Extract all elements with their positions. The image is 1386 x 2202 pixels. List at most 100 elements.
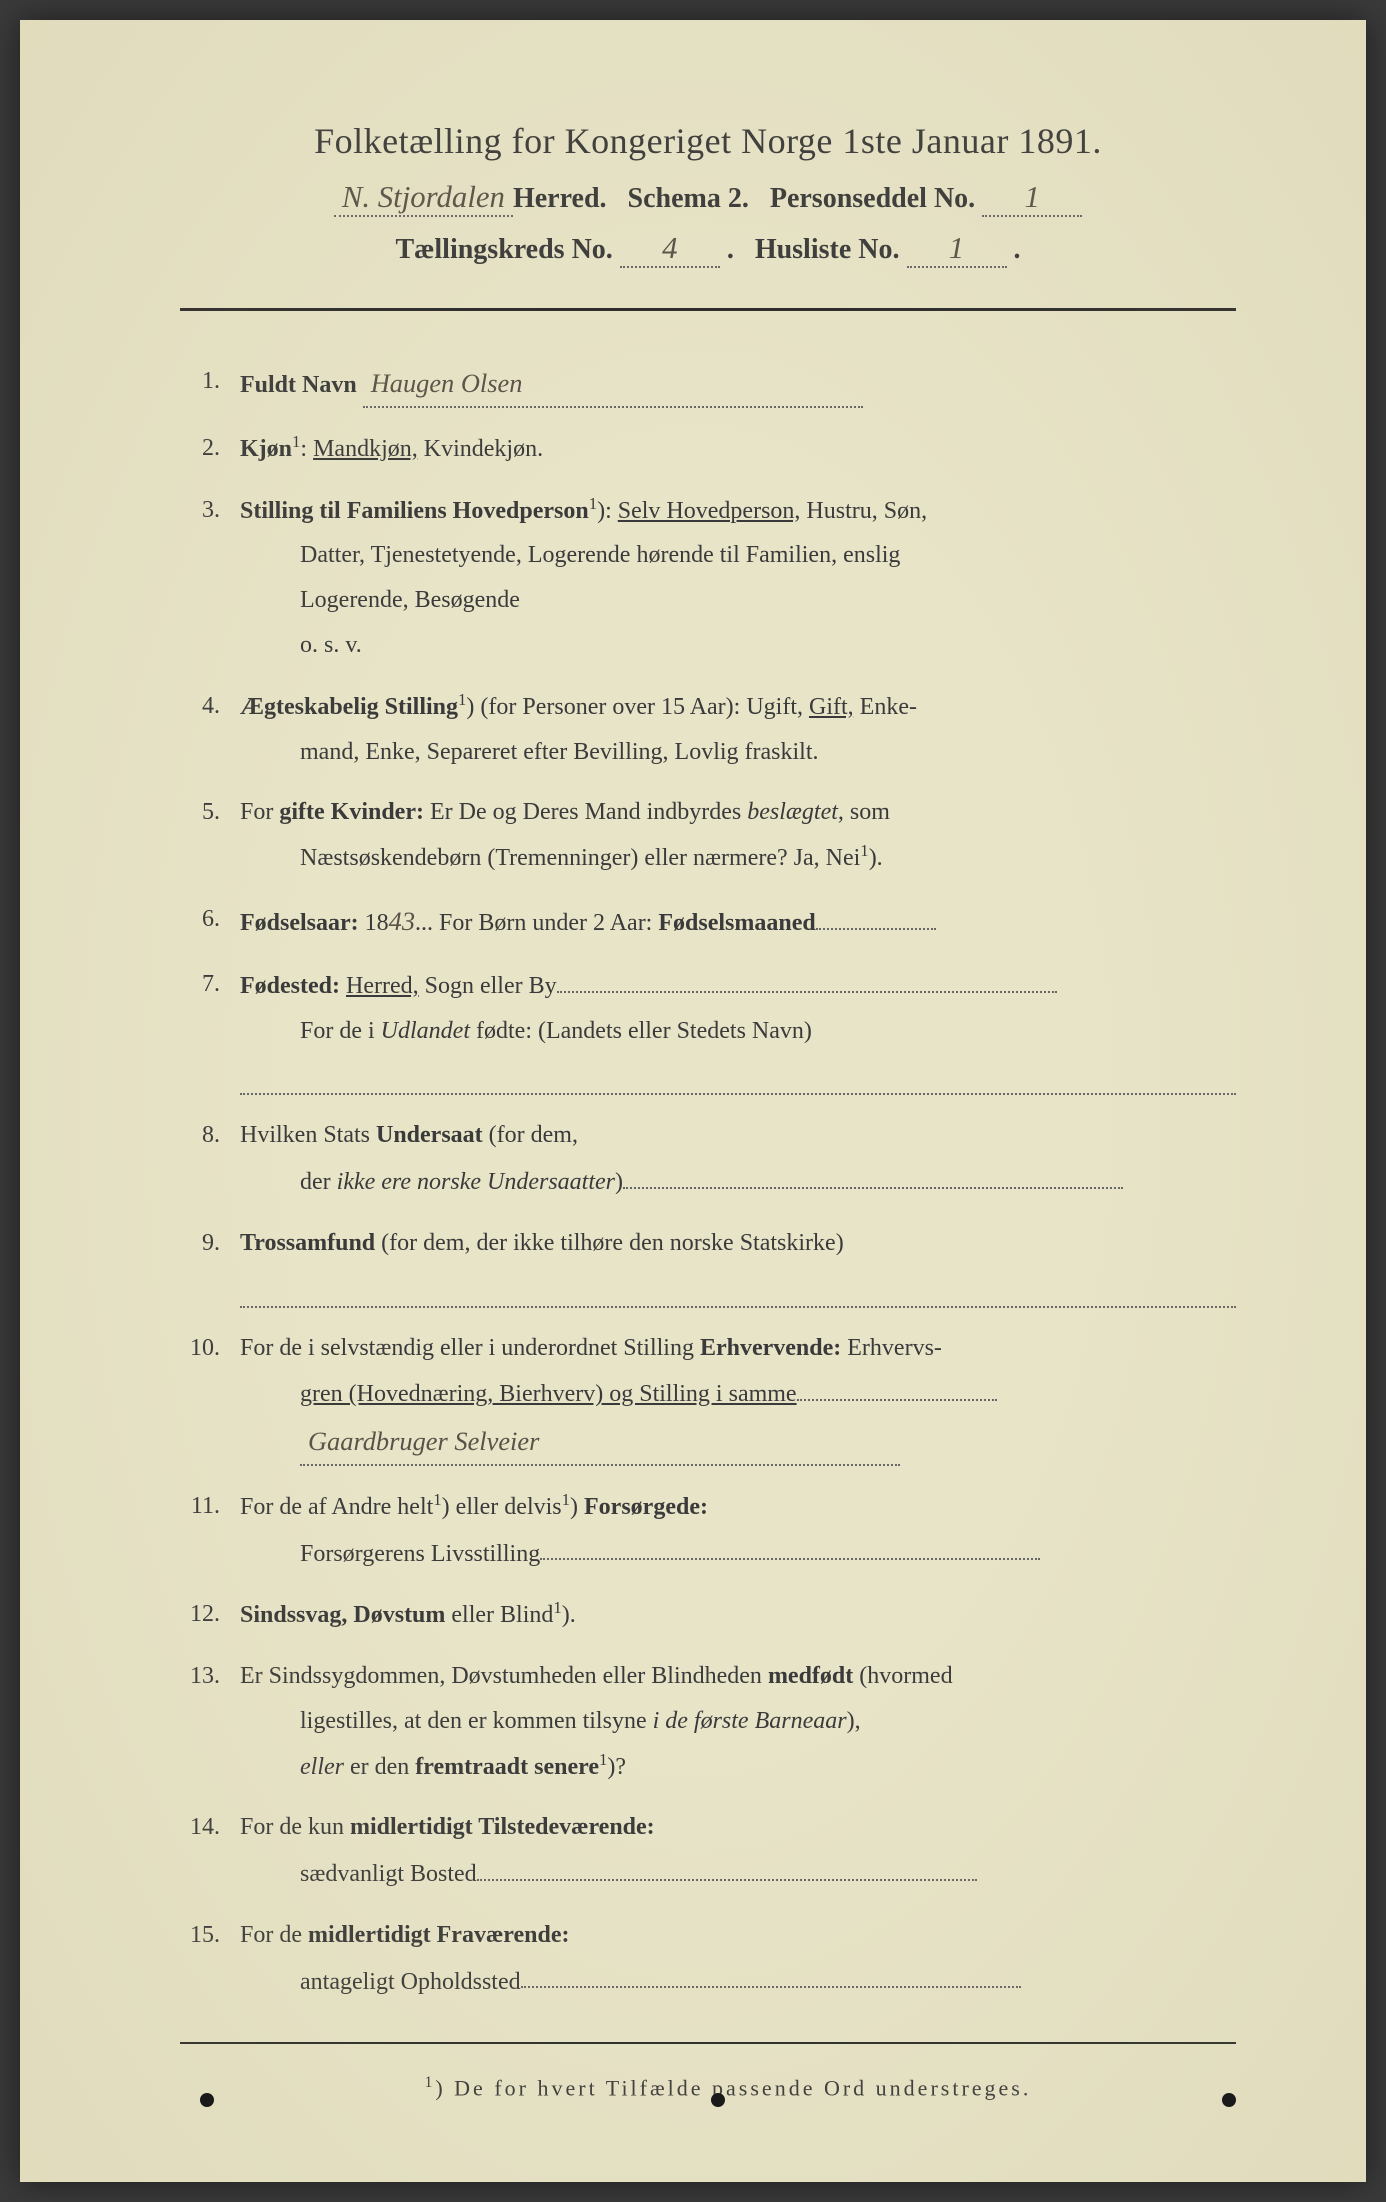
item-text: )? — [607, 1754, 626, 1780]
dotted-field — [557, 964, 1057, 993]
item-label: midlertidigt Tilstedeværende: — [350, 1814, 655, 1840]
form-title: Folketælling for Kongeriget Norge 1ste J… — [180, 120, 1236, 162]
item-text: ligestilles, at den er kommen tilsyne — [300, 1708, 653, 1734]
item-indent: Logerende, Besøgende — [240, 580, 1236, 621]
form-item-3: 3. Stilling til Familiens Hovedperson1):… — [180, 490, 1236, 666]
item-indent: mand, Enke, Separeret efter Bevilling, L… — [240, 732, 1236, 773]
footnote-ref: 1 — [589, 494, 597, 513]
form-item-5: 5. For gifte Kvinder: Er De og Deres Man… — [180, 792, 1236, 879]
husliste-label: Husliste No. — [755, 234, 900, 265]
item-content: Hvilken Stats Undersaat (for dem, der ik… — [240, 1115, 1236, 1202]
item-number: 15. — [180, 1915, 240, 2002]
herred-label: Herred. — [513, 183, 607, 214]
item-text: ): — [597, 498, 618, 524]
form-item-9: 9. Trossamfund (for dem, der ikke tilhør… — [180, 1223, 1236, 1308]
item-text: For — [240, 799, 279, 825]
form-item-15: 15. For de midlertidigt Fraværende: anta… — [180, 1915, 1236, 2002]
item-text: fødte: (Landets eller Stedets Navn) — [470, 1018, 812, 1044]
form-item-14: 14. For de kun midlertidigt Tilstedevære… — [180, 1807, 1236, 1894]
dotted-field — [240, 1272, 1236, 1308]
item-label: Fødselsaar: — [240, 910, 359, 936]
form-item-1: 1. Fuldt Navn Haugen Olsen — [180, 361, 1236, 408]
item-number: 8. — [180, 1115, 240, 1202]
form-item-4: 4. Ægteskabelig Stilling1) (for Personer… — [180, 686, 1236, 773]
item-text: For de — [240, 1922, 308, 1948]
item-text: 18 — [359, 910, 389, 936]
item-text: : — [300, 436, 313, 462]
item-italic: Udlandet — [381, 1018, 470, 1044]
census-form-page: Folketælling for Kongeriget Norge 1ste J… — [20, 20, 1366, 2182]
husliste-value: 1 — [907, 231, 1007, 268]
item-italic: i de første Barneaar — [653, 1708, 847, 1734]
birthyear-handwritten: 43 — [389, 906, 415, 936]
hole-icon — [711, 2093, 725, 2107]
selected-option: Selv Hovedperson, — [618, 498, 801, 524]
item-indent: Gaardbruger Selveier — [240, 1419, 1236, 1466]
selected-option: Herred, — [346, 973, 419, 999]
item-text: antageligt Opholdssted — [300, 1968, 521, 1994]
personseddel-value: 1 — [982, 180, 1082, 217]
selected-option: Gift, — [809, 694, 854, 720]
item-indent: antageligt Opholdssted — [240, 1960, 1236, 2003]
item-number: 1. — [180, 361, 240, 408]
item-number: 7. — [180, 964, 240, 1095]
item-text: For de kun — [240, 1814, 350, 1840]
occupation-handwritten: Gaardbruger Selveier — [300, 1419, 900, 1466]
item-content: For de af Andre helt1) eller delvis1) Fo… — [240, 1486, 1236, 1574]
item-number: 3. — [180, 490, 240, 666]
item-label: Undersaat — [376, 1122, 483, 1148]
item-content: Ægteskabelig Stilling1) (for Personer ov… — [240, 686, 1236, 773]
form-item-12: 12. Sindssvag, Døvstum eller Blind1). — [180, 1594, 1236, 1636]
item-text: der — [300, 1169, 337, 1195]
item-content: Fuldt Navn Haugen Olsen — [240, 361, 1236, 408]
item-indent: Forsørgerens Livsstilling — [240, 1532, 1236, 1575]
item-text: ) — [615, 1169, 623, 1195]
item-number: 13. — [180, 1656, 240, 1787]
item-number: 9. — [180, 1223, 240, 1308]
item-label: Erhvervende: — [700, 1335, 841, 1361]
item-text: Næstsøskendebørn (Tremenninger) eller næ… — [300, 845, 860, 871]
item-text: (hvormed — [853, 1663, 952, 1689]
item-number: 12. — [180, 1594, 240, 1636]
dotted-field — [477, 1852, 977, 1881]
item-indent: For de i Udlandet fødte: (Landets eller … — [240, 1011, 1236, 1052]
footnote-ref: 1 — [562, 1490, 570, 1509]
item-text: Sogn eller By — [419, 973, 557, 999]
item-text: Enke- — [854, 694, 917, 720]
item-italic: beslægtet, — [747, 799, 844, 825]
item-number: 2. — [180, 428, 240, 470]
item-label: Fødested: — [240, 973, 340, 999]
item-content: Sindssvag, Døvstum eller Blind1). — [240, 1594, 1236, 1636]
item-label: midlertidigt Fraværende: — [308, 1922, 570, 1948]
dotted-field — [240, 1059, 1236, 1095]
item-bold: fremtraadt senere — [415, 1754, 599, 1780]
hole-icon — [200, 2093, 214, 2107]
herred-handwritten: N. Stjordalen — [334, 180, 513, 217]
item-text: Hvilken Stats — [240, 1122, 376, 1148]
item-indent: Næstsøskendebørn (Tremenninger) eller næ… — [240, 837, 1236, 879]
item-content: For de kun midlertidigt Tilstedeværende:… — [240, 1807, 1236, 1894]
footnote-ref: 1 — [553, 1598, 561, 1617]
item-label: Ægteskabelig Stilling — [240, 694, 458, 720]
item-text: ). — [869, 845, 883, 871]
herred-line: N. StjordalenHerred. Schema 2. Personsed… — [180, 180, 1236, 217]
form-item-6: 6. Fødselsaar: 1843... For Børn under 2 … — [180, 899, 1236, 944]
dotted-field — [521, 1960, 1021, 1989]
item-label: Fødselsmaaned — [658, 910, 815, 936]
item-indent: o. s. v. — [240, 625, 1236, 666]
item-text: (for dem, der ikke tilhøre den norske St… — [375, 1230, 844, 1256]
item-text: Er Sindssygdommen, Døvstumheden eller Bl… — [240, 1663, 768, 1689]
item-text: ... For Børn under 2 Aar: — [415, 910, 658, 936]
item-number: 5. — [180, 792, 240, 879]
item-text: som — [844, 799, 890, 825]
personseddel-label: Personseddel No. — [770, 183, 975, 214]
footer-divider — [180, 2042, 1236, 2044]
item-content: For gifte Kvinder: Er De og Deres Mand i… — [240, 792, 1236, 879]
item-text: For de i selvstændig eller i underordnet… — [240, 1335, 700, 1361]
item-content: Kjøn1: Mandkjøn, Kvindekjøn. — [240, 428, 1236, 470]
item-text: ), — [847, 1708, 861, 1734]
footnote-ref: 1 — [860, 841, 868, 860]
dotted-field — [797, 1372, 997, 1401]
dotted-field — [816, 901, 936, 930]
form-header: Folketælling for Kongeriget Norge 1ste J… — [180, 120, 1236, 268]
